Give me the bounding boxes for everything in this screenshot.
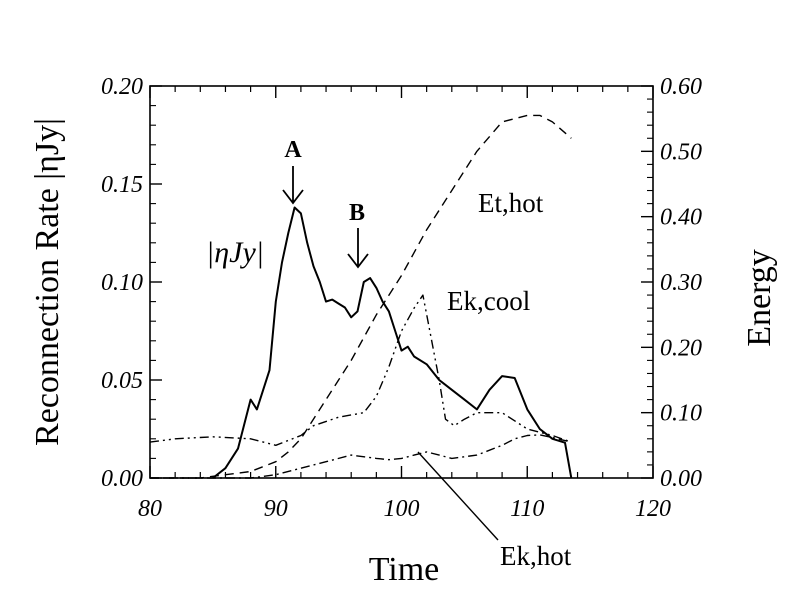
label-et-hot: Et,hot	[478, 188, 544, 218]
x-tick-label: 90	[264, 496, 288, 522]
y-right-tick-label: 0.10	[660, 401, 702, 427]
label-ek-cool: Ek,cool	[447, 286, 530, 316]
series-lines	[149, 114, 573, 479]
y-left-tick-label: 0.10	[101, 270, 143, 296]
axis-ticks	[149, 85, 654, 479]
series-line-2	[149, 294, 572, 446]
series-line-3	[150, 434, 572, 479]
y-right-tick-label: 0.50	[660, 139, 702, 165]
annotation-b-arrow	[347, 228, 369, 269]
left-axis-title: Reconnection Rate |ηJy|	[29, 118, 66, 446]
tick-labels: 80 90 100 110 120 0.00 0.05 0.10 0.15 0.20 0.00 0.1…	[101, 74, 702, 522]
y-right-tick-label: 0.30	[660, 270, 702, 296]
right-axis-title: Energy	[741, 249, 778, 347]
y-right-tick-label: 0.20	[660, 335, 702, 361]
x-tick-label: 100	[384, 496, 420, 522]
x-tick-label: 80	[138, 496, 162, 522]
x-tick-label: 110	[510, 496, 544, 522]
y-left-tick-label: 0.15	[101, 172, 143, 198]
ek-hot-leader-line	[417, 451, 499, 541]
y-right-tick-label: 0.40	[660, 205, 702, 231]
label-ek-hot: Ek,hot	[500, 541, 572, 571]
annotation-a-label: A	[284, 137, 302, 163]
y-right-tick-label: 0.00	[660, 466, 702, 492]
y-left-tick-label: 0.20	[101, 74, 143, 100]
x-tick-label: 120	[635, 496, 671, 522]
label-eta-j: |ηJy|	[206, 236, 264, 269]
series-line-1	[150, 114, 572, 479]
x-axis-title: Time	[369, 551, 440, 588]
annotation-b: B	[347, 200, 369, 269]
y-left-tick-label: 0.00	[101, 466, 143, 492]
annotation-b-label: B	[349, 200, 365, 226]
y-left-tick-label: 0.05	[101, 368, 143, 394]
y-right-tick-label: 0.60	[660, 74, 702, 100]
annotation-a: A	[282, 137, 304, 205]
series-line-0	[212, 206, 573, 479]
annotation-a-arrow	[282, 166, 304, 205]
plot-frame	[149, 85, 654, 479]
